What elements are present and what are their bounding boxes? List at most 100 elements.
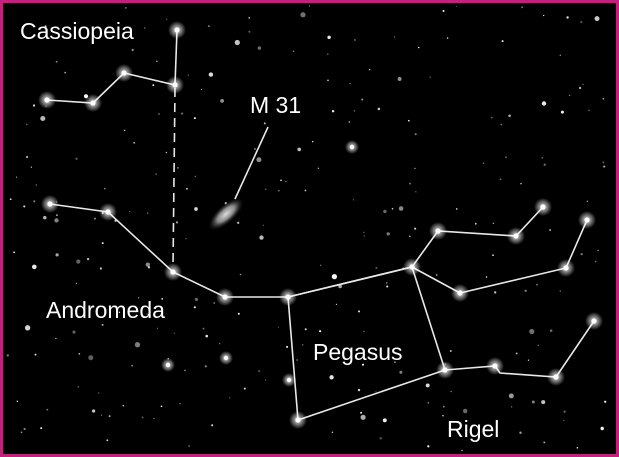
- star: [528, 359, 529, 360]
- star: [195, 176, 196, 177]
- star: [494, 291, 496, 293]
- star: [463, 409, 467, 413]
- star: [176, 221, 178, 223]
- star: [360, 412, 362, 414]
- star: [194, 117, 196, 119]
- star: [188, 75, 189, 76]
- star: [409, 264, 414, 269]
- star: [542, 157, 543, 158]
- star: [144, 27, 145, 28]
- star: [563, 420, 564, 421]
- label: Rigel: [447, 416, 499, 442]
- star: [415, 133, 417, 135]
- star: [361, 415, 366, 420]
- star: [386, 282, 388, 284]
- star: [364, 235, 365, 236]
- star: [174, 332, 175, 333]
- star: [521, 6, 523, 8]
- star: [320, 265, 321, 266]
- star: [475, 223, 477, 225]
- star: [44, 97, 49, 102]
- star: [35, 354, 37, 356]
- star: [129, 211, 130, 212]
- star: [414, 228, 416, 230]
- star: [442, 367, 447, 372]
- star: [23, 205, 25, 207]
- star: [26, 124, 27, 125]
- star: [219, 343, 220, 344]
- star: [285, 294, 290, 299]
- star: [450, 350, 452, 352]
- star: [157, 328, 158, 329]
- star: [383, 210, 386, 213]
- star: [492, 363, 497, 368]
- star: [248, 31, 250, 33]
- star: [172, 82, 177, 87]
- star: [577, 447, 579, 449]
- star: [104, 188, 106, 190]
- star: [186, 188, 188, 190]
- star: [121, 70, 126, 75]
- star: [132, 49, 134, 51]
- star: [541, 400, 545, 404]
- star: [75, 158, 77, 160]
- star: [77, 386, 78, 387]
- star: [354, 110, 355, 111]
- star: [516, 352, 518, 354]
- star: [591, 318, 596, 323]
- star: [353, 199, 354, 200]
- star: [102, 242, 104, 244]
- star: [361, 99, 363, 101]
- star: [418, 47, 420, 49]
- star: [332, 274, 337, 279]
- star: [181, 112, 183, 114]
- star: [305, 328, 307, 330]
- star: [500, 178, 502, 180]
- star: [222, 294, 227, 299]
- star: [588, 110, 589, 111]
- star: [76, 283, 77, 284]
- star: [369, 69, 370, 70]
- star: [244, 388, 246, 390]
- star: [229, 397, 230, 398]
- star: [156, 174, 157, 175]
- star: [64, 72, 66, 74]
- star: [540, 204, 545, 209]
- star: [601, 427, 604, 430]
- star: [209, 72, 213, 76]
- star: [208, 25, 210, 27]
- star: [56, 61, 58, 63]
- star: [194, 306, 196, 308]
- star: [560, 55, 561, 56]
- star: [94, 218, 96, 220]
- star: [259, 235, 263, 239]
- star: [13, 251, 15, 253]
- star: [563, 265, 568, 270]
- star: [102, 324, 104, 326]
- star: [348, 121, 350, 123]
- star: [238, 313, 240, 315]
- star: [90, 100, 95, 105]
- star: [350, 145, 354, 149]
- star: [125, 7, 126, 8]
- star: [383, 418, 387, 422]
- star: [278, 327, 279, 328]
- star: [54, 218, 58, 222]
- star: [581, 253, 583, 255]
- star: [529, 329, 534, 334]
- star: [363, 232, 364, 233]
- star: [295, 417, 300, 422]
- star: [33, 200, 35, 202]
- star: [21, 431, 23, 433]
- star: [135, 342, 140, 347]
- star: [492, 254, 494, 256]
- star: [87, 258, 89, 260]
- star: [409, 183, 411, 185]
- star: [153, 418, 154, 419]
- star: [375, 391, 376, 392]
- star: [109, 415, 111, 417]
- star: [327, 54, 328, 55]
- star: [358, 310, 360, 312]
- star: [201, 89, 202, 90]
- star: [88, 355, 93, 360]
